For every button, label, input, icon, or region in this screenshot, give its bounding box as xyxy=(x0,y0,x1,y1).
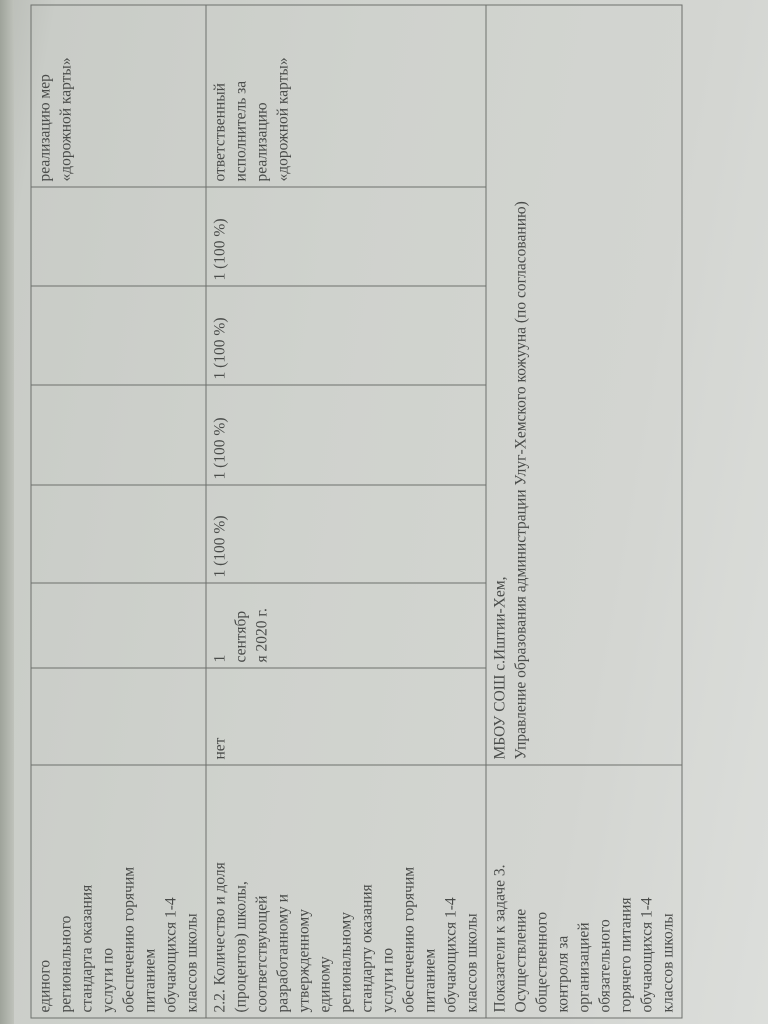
text-line: классов школы xyxy=(659,912,676,1012)
text-line: МБОУ СОШ с.Иштии-Хем, xyxy=(491,576,508,759)
text-line: обязательного xyxy=(596,918,613,1012)
value-cell: 1 (100 %) xyxy=(205,285,486,385)
text-line: 2.2. Количество и доля xyxy=(211,861,228,1012)
indicator-cell: Показатели к задаче 3. Осуществление общ… xyxy=(485,764,682,1018)
text-line: стандарту оказания xyxy=(358,883,375,1012)
text-line: обеспечению горячим xyxy=(120,866,137,1012)
text-line: питанием xyxy=(141,948,158,1012)
text-line: стандарта оказания xyxy=(78,884,95,1012)
text-line: обучающихся 1-4 xyxy=(638,896,655,1012)
text-line: услуги по xyxy=(379,947,396,1012)
indicator-cell: единого регионального стандарта оказания… xyxy=(30,764,206,1018)
table-row: Показатели к задаче 3. Осуществление общ… xyxy=(485,4,682,1018)
empty-cell xyxy=(30,384,206,485)
empty-cell xyxy=(30,285,206,385)
text-line: услуги по xyxy=(99,947,116,1012)
text-line: Показатели к задаче 3. xyxy=(491,863,508,1012)
text-line: обеспечению горячим xyxy=(400,866,417,1012)
table-row: 2.2. Количество и доля (процентов) школы… xyxy=(205,4,486,1018)
empty-cell xyxy=(30,667,206,765)
text-line: региональному xyxy=(337,911,354,1012)
text-line: организацией xyxy=(575,921,592,1012)
responsible-cell: реализацию мер «дорожной карты» xyxy=(30,4,206,187)
responsible-cell: ответственный исполнитель за реализацию … xyxy=(205,4,486,187)
text-line: регионального xyxy=(57,915,74,1012)
text-line: «дорожной карты» xyxy=(274,56,291,181)
text-line: «дорожной карты» xyxy=(57,56,74,181)
text-line: единого xyxy=(36,959,53,1012)
text-line: соответствующей xyxy=(253,895,270,1012)
document-page: единого регионального стандарта оказания… xyxy=(30,4,682,1018)
value-cell: 1 (100 %) xyxy=(205,384,486,485)
text-line: питанием xyxy=(421,948,438,1012)
empty-cell xyxy=(30,484,206,583)
text-line: я 2020 г. xyxy=(253,607,270,662)
base-value-cell: нет xyxy=(205,667,486,765)
text-line: реализацию мер xyxy=(36,73,53,181)
text-line: единому xyxy=(316,955,333,1012)
text-line: классов школы xyxy=(183,912,200,1012)
text-line: исполнитель за xyxy=(232,80,249,181)
text-line: 1 xyxy=(211,654,228,662)
value-cell: 1 (100 %) xyxy=(205,484,486,583)
indicator-cell: 2.2. Количество и доля (процентов) школы… xyxy=(205,764,486,1018)
text-line: реализацию xyxy=(253,101,270,181)
page-edge-shadow xyxy=(0,0,14,1024)
text-line: горячего питания xyxy=(617,896,634,1012)
text-line: обучающихся 1-4 xyxy=(442,896,459,1012)
roadmap-table: единого регионального стандарта оказания… xyxy=(30,4,682,1018)
executors-cell: МБОУ СОШ с.Иштии-Хем, Управление образов… xyxy=(485,4,682,765)
date-cell: 1 сентябр я 2020 г. xyxy=(205,582,486,668)
empty-cell xyxy=(30,582,206,668)
value-cell: 1 (100 %) xyxy=(205,186,486,286)
text-line: классов школы xyxy=(463,912,480,1012)
text-line: Управление образования администрации Улу… xyxy=(512,200,529,759)
empty-cell xyxy=(30,186,206,286)
table-row: единого регионального стандарта оказания… xyxy=(30,4,206,1018)
text-line: (процентов) школы, xyxy=(232,880,249,1012)
text-line: контроля за xyxy=(554,935,571,1012)
text-line: Осуществление xyxy=(512,908,529,1012)
text-line: разработанному и xyxy=(274,893,291,1012)
text-line: ответственный xyxy=(211,82,228,181)
text-line: утвержденному xyxy=(295,908,312,1012)
text-line: обучающихся 1-4 xyxy=(162,896,179,1012)
text-line: сентябр xyxy=(232,610,249,662)
text-line: общественного xyxy=(533,911,550,1012)
